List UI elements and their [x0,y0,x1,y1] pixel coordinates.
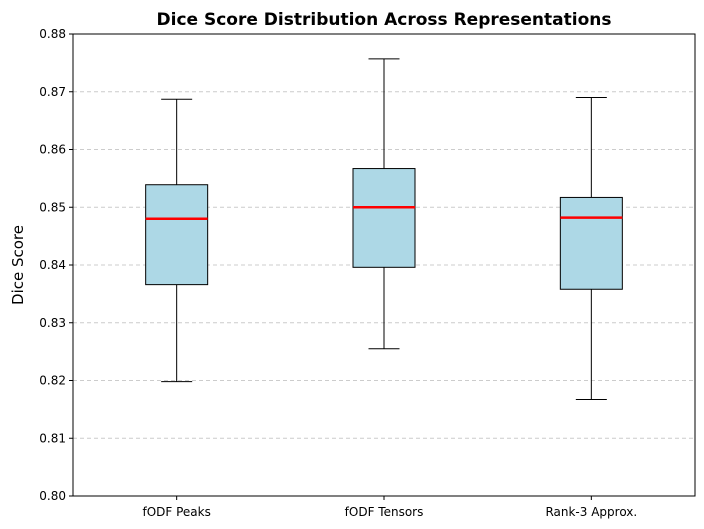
y-tick-label: 0.85 [39,200,66,214]
x-tick-label: fODF Tensors [345,505,424,519]
y-tick-label: 0.80 [39,489,66,503]
chart-title: Dice Score Distribution Across Represent… [157,10,612,30]
y-tick-label: 0.88 [39,27,66,41]
box-2 [352,58,416,350]
x-tick-label: fODF Peaks [142,505,210,519]
y-tick-label: 0.84 [39,258,66,272]
y-tick-label: 0.82 [39,374,66,388]
x-axis-ticks: fODF Peaks fODF Tensors Rank-3 Approx. [142,496,637,519]
y-tick-label: 0.83 [39,316,66,330]
y-tick-label: 0.81 [39,431,66,445]
y-tick-label: 0.87 [39,85,66,99]
box-iqr [145,184,209,286]
box-iqr [352,168,416,268]
box-iqr [559,196,623,290]
y-axis-label: Dice Score [9,225,27,305]
y-axis-ticks: 0.80 0.81 0.82 0.83 0.84 0.85 0.86 0.87 0.88 [39,27,73,503]
box-1 [145,98,209,383]
boxes [145,58,623,401]
box-3 [559,97,623,401]
y-tick-label: 0.86 [39,143,66,157]
x-tick-label: Rank-3 Approx. [545,505,637,519]
